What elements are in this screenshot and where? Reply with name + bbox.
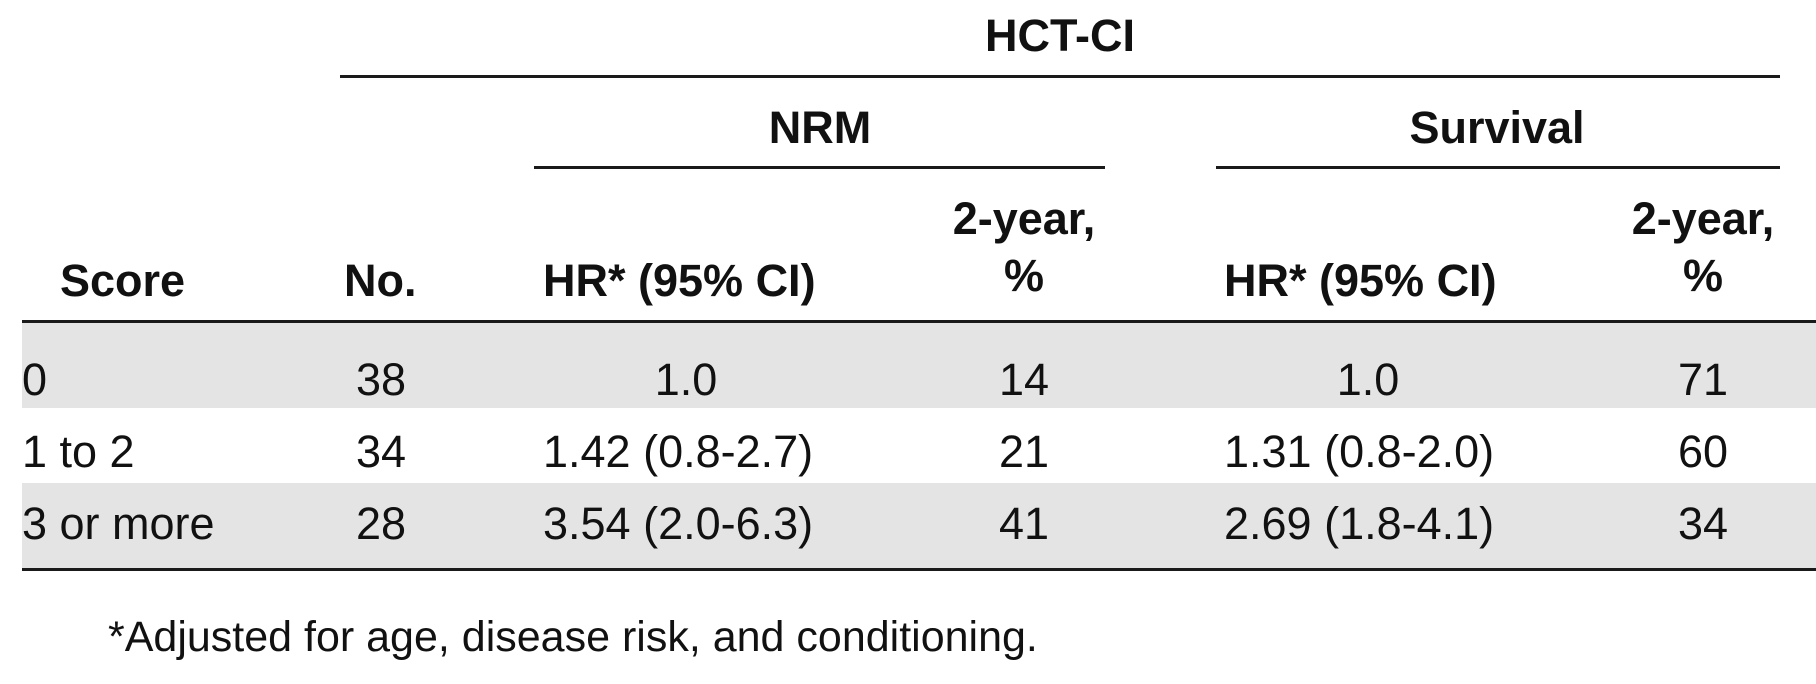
nrm-rule [534, 166, 1105, 169]
cell-surv-2yr: 60 [1677, 426, 1729, 477]
cell-no: 38 [355, 354, 407, 405]
cell-surv-2yr: 34 [1677, 498, 1729, 549]
col-header-surv-hr: HR* (95% CI) [1224, 255, 1497, 306]
nrm-title: NRM [768, 102, 872, 153]
group-title: HCT-CI [985, 10, 1135, 61]
cell-score: 0 [22, 354, 48, 405]
cell-nrm-hr: 3.54 (2.0-6.3) [543, 498, 814, 549]
cell-nrm-hr: 1.0 [654, 354, 718, 405]
row-band-0 [22, 323, 1816, 408]
col-header-score: Score [60, 255, 186, 306]
col-header-nrm-2yr-line2: % [1003, 250, 1044, 301]
cell-surv-hr: 1.0 [1336, 354, 1400, 405]
cell-surv-2yr: 71 [1677, 354, 1729, 405]
cell-no: 28 [355, 498, 407, 549]
col-header-no: No. [344, 255, 417, 306]
cell-nrm-2yr: 21 [998, 426, 1050, 477]
col-header-nrm-2yr: 2-year, % [953, 190, 1096, 304]
cell-score: 1 to 2 [22, 426, 135, 477]
cell-score: 3 or more [22, 498, 215, 549]
col-header-surv-2yr: 2-year, % [1632, 190, 1775, 304]
footnote: *Adjusted for age, disease risk, and con… [108, 613, 1038, 661]
cell-nrm-2yr: 41 [998, 498, 1050, 549]
col-header-surv-2yr-line1: 2-year, [1631, 193, 1775, 244]
row-band-2 [22, 483, 1816, 569]
cell-no: 34 [355, 426, 407, 477]
col-header-nrm-hr: HR* (95% CI) [543, 255, 816, 306]
survival-rule [1216, 166, 1780, 169]
cell-nrm-hr: 1.42 (0.8-2.7) [543, 426, 814, 477]
table-bottom-rule [22, 568, 1816, 571]
col-header-surv-2yr-line2: % [1682, 250, 1723, 301]
cell-surv-hr: 2.69 (1.8-4.1) [1224, 498, 1495, 549]
cell-surv-hr: 1.31 (0.8-2.0) [1224, 426, 1495, 477]
header-bottom-rule [22, 320, 1816, 323]
survival-title: Survival [1409, 102, 1585, 153]
group-rule [340, 75, 1780, 78]
cell-nrm-2yr: 14 [998, 354, 1050, 405]
col-header-nrm-2yr-line1: 2-year, [952, 193, 1096, 244]
